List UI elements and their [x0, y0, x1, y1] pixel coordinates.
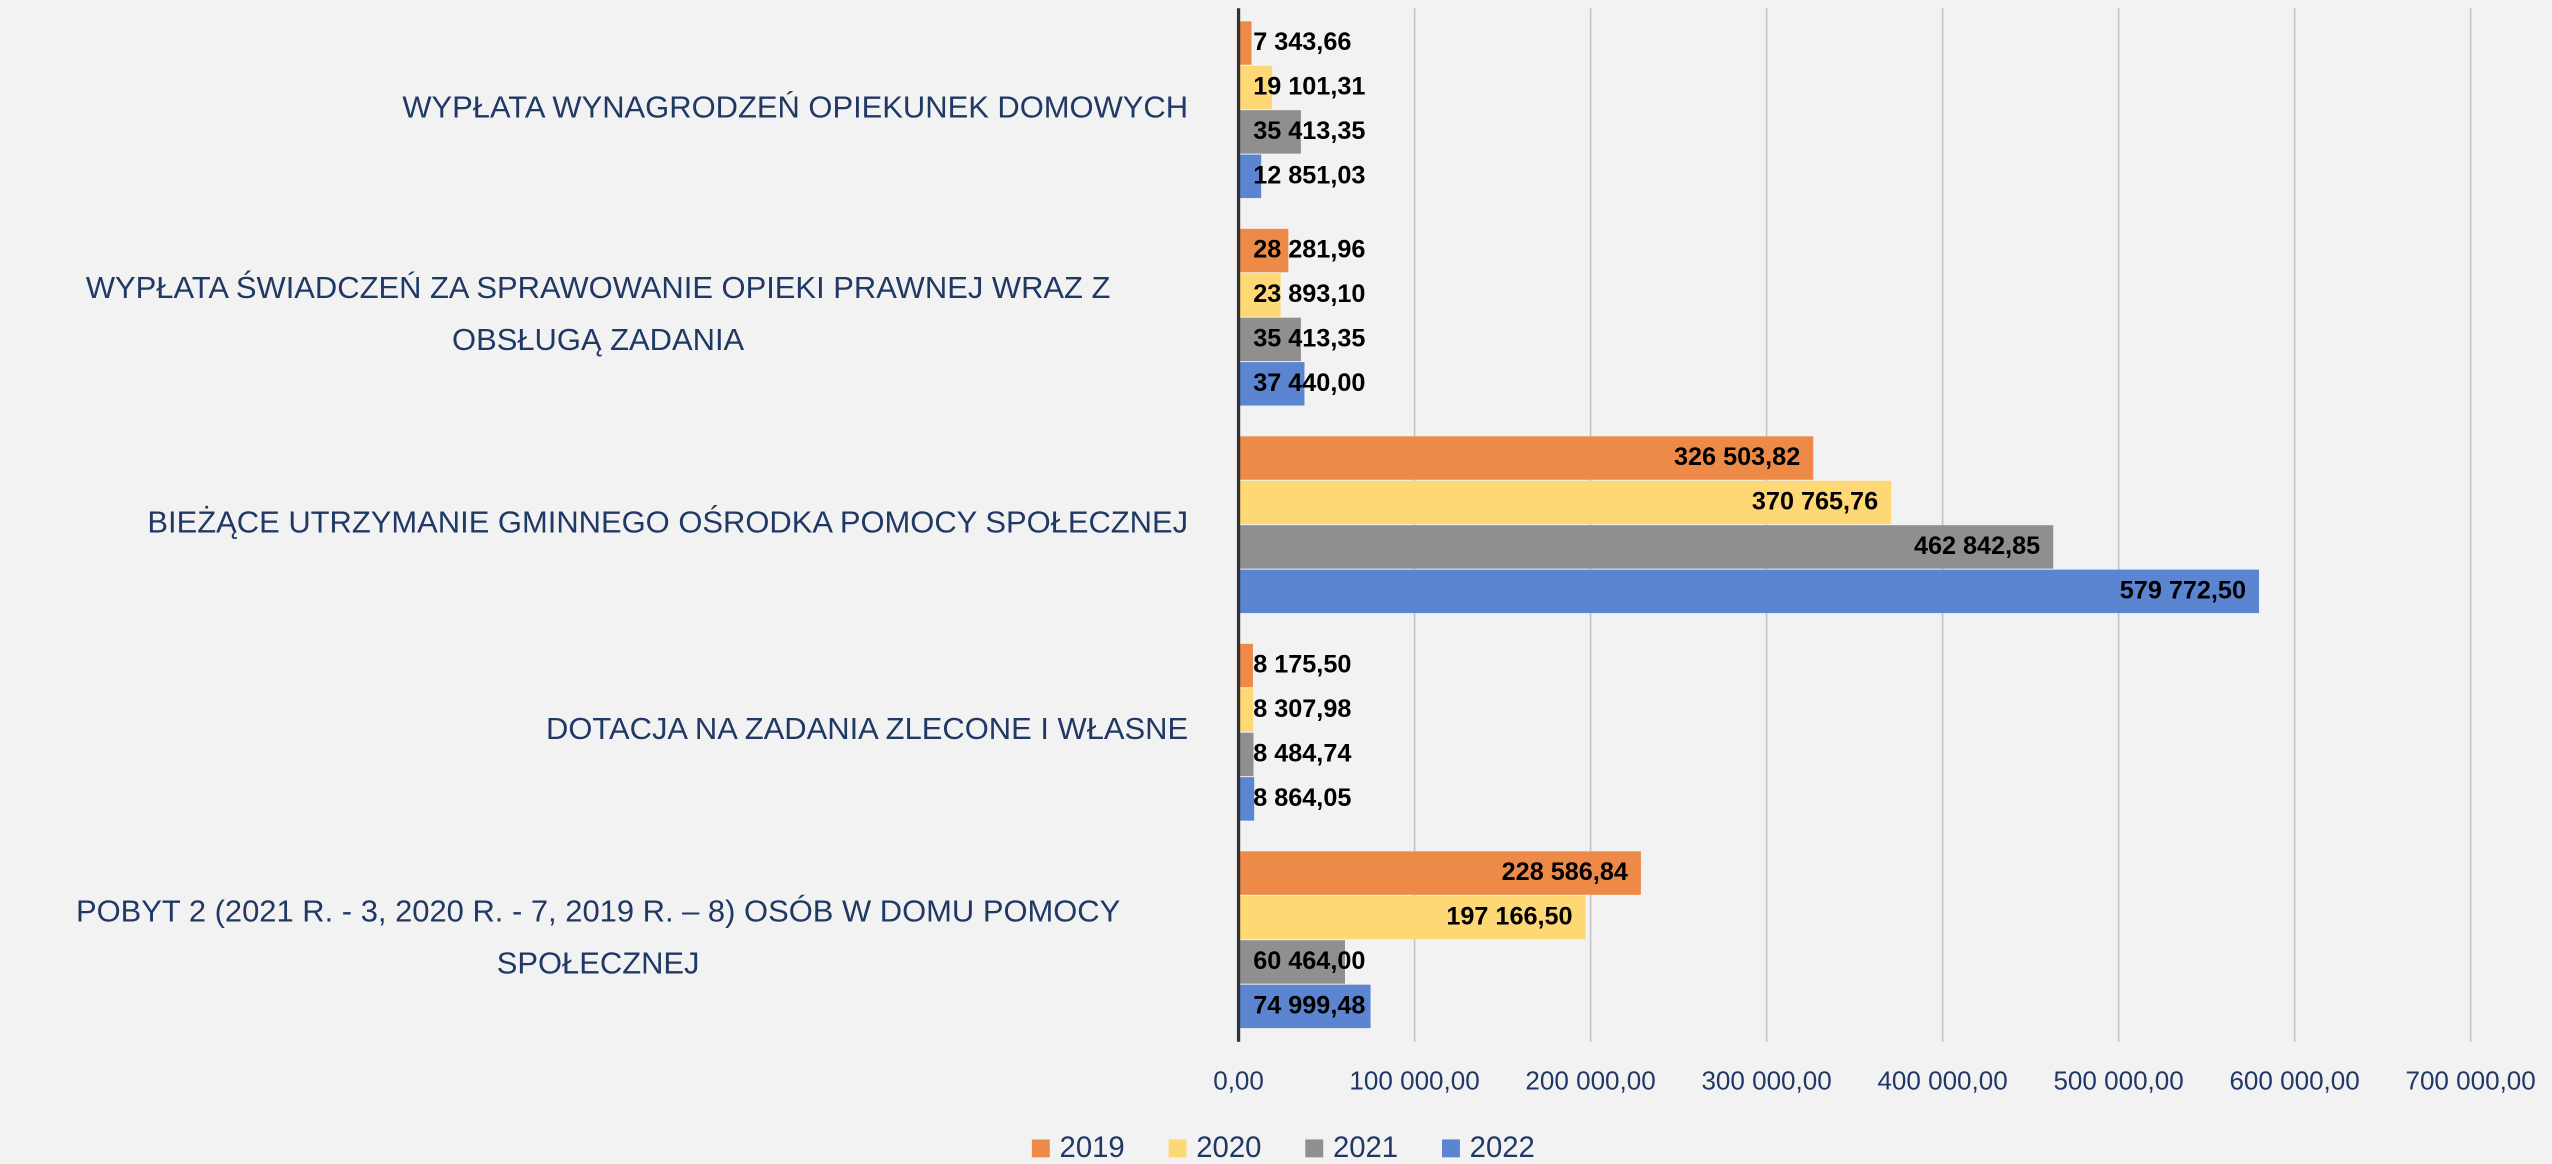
data-label: 8 175,50 — [1253, 651, 1351, 679]
legend-swatch — [1031, 1139, 1050, 1158]
bar — [1238, 688, 1254, 732]
data-label: 19 101,31 — [1253, 73, 1365, 101]
data-label: 370 765,76 — [1752, 488, 1878, 516]
category-label-box: WYPŁATA WYNAGRODZEŃ OPIEKUNEK DOMOWYCH — [0, 5, 1188, 213]
category-label-box: BIEŻĄCE UTRZYMANIE GMINNEGO OŚRODKA POMO… — [0, 420, 1188, 628]
x-tick-label: 400 000,00 — [1877, 1065, 2007, 1095]
bar — [1238, 984, 1371, 1029]
legend-swatch — [1305, 1139, 1324, 1158]
x-tick-label: 300 000,00 — [1701, 1065, 1831, 1095]
legend-label: 2020 — [1196, 1131, 1261, 1164]
category-label-wrap: WYPŁATA WYNAGRODZEŃ OPIEKUNEK DOMOWYCH — [0, 5, 1188, 213]
bar — [1238, 154, 1262, 199]
bar — [1238, 777, 1255, 821]
bar — [1238, 65, 1273, 110]
data-label: 35 413,35 — [1253, 117, 1365, 145]
category-label-wrap: POBYT 2 (2021 R. - 3, 2020 R. - 7, 2019 … — [0, 835, 1188, 1043]
bar — [1238, 21, 1252, 65]
bar — [1238, 569, 2260, 614]
data-label: 37 440,00 — [1253, 369, 1365, 397]
x-tick-label: 600 000,00 — [2229, 1065, 2359, 1095]
data-label: 7 343,66 — [1253, 28, 1351, 56]
data-label: 326 503,82 — [1674, 443, 1800, 471]
category-label: DOTACJA NA ZADANIA ZLECONE I WŁASNE — [546, 713, 1189, 748]
bar — [1238, 436, 1814, 480]
bar — [1238, 643, 1253, 688]
x-tick-label: 500 000,00 — [2053, 1065, 2183, 1095]
bar — [1238, 732, 1254, 777]
category-label-wrap: WYPŁATA ŚWIADCZEŃ ZA SPRAWOWANIE OPIEKI … — [0, 213, 1188, 421]
bar — [1238, 110, 1301, 154]
data-label: 60 464,00 — [1253, 947, 1365, 975]
legend-label: 2019 — [1060, 1131, 1125, 1164]
category-label-wrap: BIEŻĄCE UTRZYMANIE GMINNEGO OŚRODKA POMO… — [0, 420, 1188, 628]
bar — [1238, 851, 1641, 895]
bar — [1238, 273, 1281, 317]
data-label: 462 842,85 — [1914, 532, 2040, 560]
category-label-wrap: DOTACJA NA ZADANIA ZLECONE I WŁASNE — [0, 628, 1188, 836]
category-label: WYPŁATA WYNAGRODZEŃ OPIEKUNEK DOMOWYCH — [402, 90, 1189, 126]
data-label: 12 851,03 — [1253, 161, 1365, 189]
bar — [1238, 480, 1892, 525]
category-label-box: POBYT 2 (2021 R. - 3, 2020 R. - 7, 2019 … — [0, 835, 1188, 1043]
category-label: POBYT 2 (2021 R. - 3, 2020 R. - 7, 2019 … — [75, 894, 1121, 982]
legend-swatch — [1442, 1139, 1460, 1158]
data-label: 8 307,98 — [1253, 695, 1351, 723]
x-tick-label: 200 000,00 — [1525, 1065, 1655, 1095]
bar — [1238, 940, 1345, 984]
data-label: 28 281,96 — [1253, 236, 1365, 264]
x-tick-label: 700 000,00 — [2405, 1065, 2535, 1095]
data-label: 8 484,74 — [1253, 740, 1351, 768]
x-tick-label: 100 000,00 — [1349, 1065, 1479, 1095]
bar — [1238, 362, 1305, 406]
data-label: 23 893,10 — [1253, 280, 1365, 308]
legend-label: 2022 — [1470, 1131, 1535, 1164]
category-label: WYPŁATA ŚWIADCZEŃ ZA SPRAWOWANIE OPIEKI … — [85, 272, 1111, 359]
bar — [1238, 228, 1289, 273]
data-label: 74 999,48 — [1253, 992, 1365, 1020]
data-label: 579 772,50 — [2120, 577, 2246, 605]
category-label-box: DOTACJA NA ZADANIA ZLECONE I WŁASNE — [0, 628, 1188, 836]
bar — [1238, 317, 1301, 362]
data-label: 35 413,35 — [1253, 325, 1365, 353]
x-tick-label: 0,00 — [1213, 1065, 1264, 1095]
legend-label: 2021 — [1333, 1131, 1398, 1164]
bar — [1238, 895, 1586, 940]
category-label: BIEŻĄCE UTRZYMANIE GMINNEGO OŚRODKA POMO… — [147, 505, 1189, 541]
data-label: 197 166,50 — [1446, 903, 1572, 931]
data-label: 228 586,84 — [1502, 858, 1628, 886]
category-label-box: WYPŁATA ŚWIADCZEŃ ZA SPRAWOWANIE OPIEKI … — [0, 213, 1188, 421]
data-label: 8 864,05 — [1253, 784, 1351, 812]
legend-swatch — [1168, 1139, 1187, 1158]
bar — [1238, 525, 2054, 569]
